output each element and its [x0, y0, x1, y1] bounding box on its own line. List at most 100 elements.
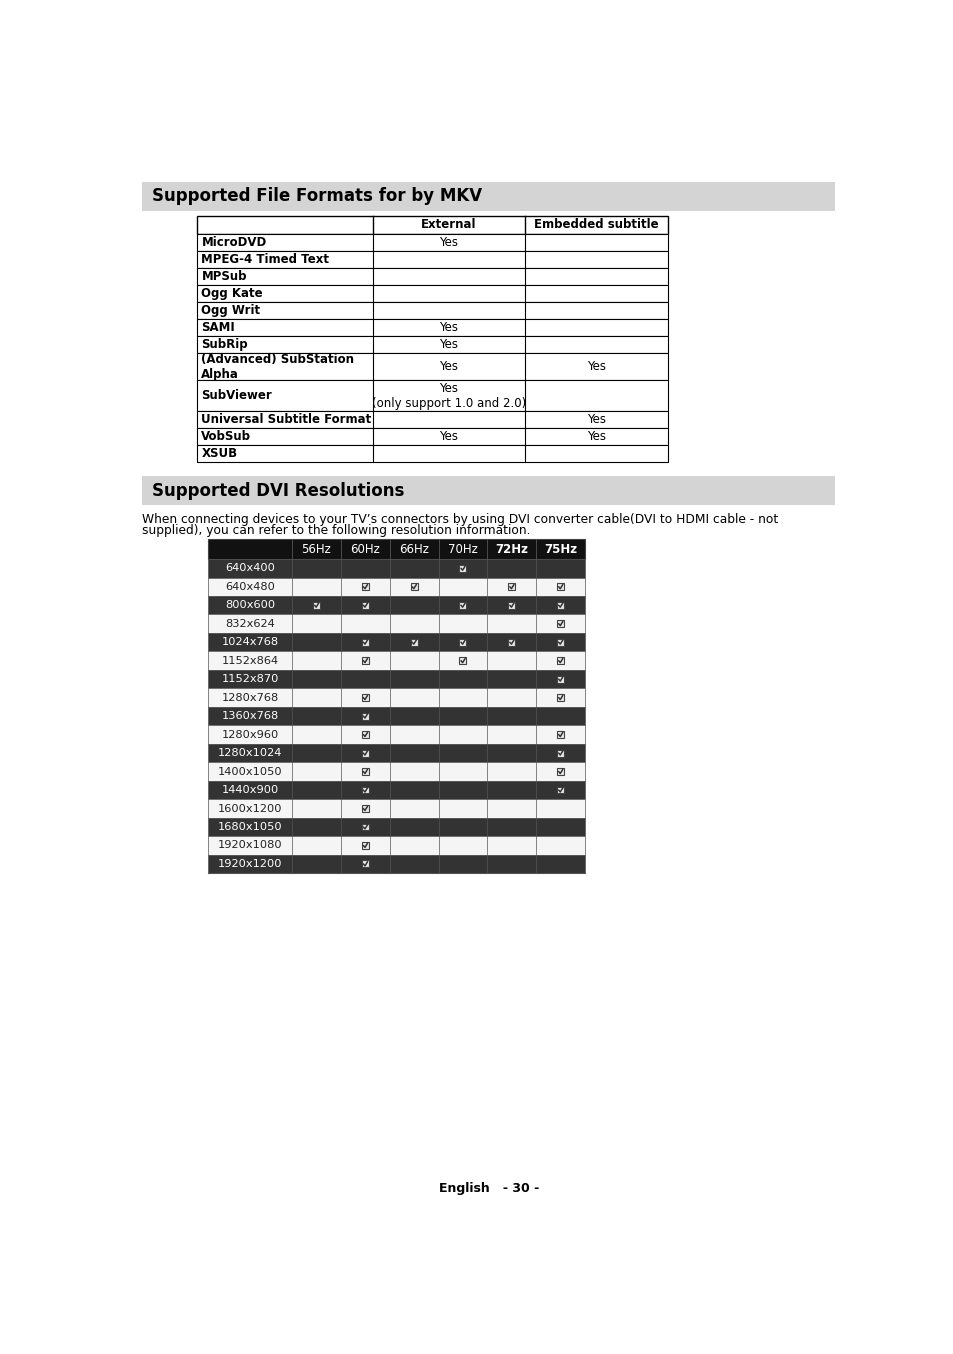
Bar: [142, 181, 835, 211]
Bar: [361, 806, 369, 812]
Bar: [557, 750, 563, 757]
Bar: [208, 539, 584, 559]
Bar: [208, 743, 584, 762]
Bar: [459, 565, 466, 571]
Bar: [142, 475, 835, 505]
Text: SubViewer: SubViewer: [201, 390, 272, 402]
Text: 1152x864: 1152x864: [221, 655, 278, 666]
Bar: [557, 768, 563, 774]
Text: Yes: Yes: [586, 431, 605, 443]
Text: Ogg Writ: Ogg Writ: [201, 303, 260, 317]
Text: 1400x1050: 1400x1050: [217, 766, 282, 777]
Bar: [361, 768, 369, 774]
Bar: [361, 750, 369, 757]
Bar: [208, 818, 584, 837]
Bar: [208, 559, 584, 578]
Bar: [361, 639, 369, 646]
Bar: [196, 302, 667, 318]
Text: 1920x1080: 1920x1080: [217, 841, 282, 850]
Bar: [196, 268, 667, 284]
Text: 1440x900: 1440x900: [221, 785, 278, 795]
Bar: [361, 712, 369, 719]
Text: MPSub: MPSub: [201, 269, 247, 283]
Bar: [557, 787, 563, 793]
Text: Yes: Yes: [439, 337, 458, 351]
Bar: [410, 584, 417, 590]
Bar: [361, 861, 369, 868]
Bar: [196, 445, 667, 462]
Text: MicroDVD: MicroDVD: [201, 236, 267, 249]
Text: XSUB: XSUB: [201, 447, 237, 460]
Text: Yes
(only support 1.0 and 2.0): Yes (only support 1.0 and 2.0): [372, 382, 526, 410]
Text: 75Hz: 75Hz: [543, 543, 577, 555]
Text: Universal Subtitle Format: Universal Subtitle Format: [201, 413, 372, 427]
Text: 1024x768: 1024x768: [221, 638, 278, 647]
Text: 800x600: 800x600: [225, 600, 275, 611]
Bar: [196, 234, 667, 250]
Bar: [557, 657, 563, 663]
Bar: [361, 787, 369, 793]
Bar: [196, 380, 667, 412]
Bar: [508, 584, 515, 590]
Bar: [361, 695, 369, 701]
Bar: [208, 707, 584, 726]
Bar: [557, 731, 563, 738]
Bar: [208, 799, 584, 818]
Bar: [361, 584, 369, 590]
Bar: [459, 657, 466, 663]
Bar: [208, 596, 584, 615]
Bar: [208, 632, 584, 651]
Text: 1360x768: 1360x768: [221, 711, 278, 722]
Text: 1152x870: 1152x870: [221, 674, 278, 684]
Bar: [208, 615, 584, 632]
Bar: [313, 601, 319, 609]
Bar: [196, 284, 667, 302]
Text: SubRip: SubRip: [201, 337, 248, 351]
Text: Embedded subtitle: Embedded subtitle: [534, 218, 658, 232]
Bar: [196, 215, 667, 234]
Text: 70Hz: 70Hz: [448, 543, 477, 555]
Text: Yes: Yes: [439, 236, 458, 249]
Text: Ogg Kate: Ogg Kate: [201, 287, 263, 299]
Text: Yes: Yes: [439, 360, 458, 374]
Bar: [208, 781, 584, 799]
Text: 60Hz: 60Hz: [350, 543, 380, 555]
Bar: [208, 837, 584, 854]
Text: Supported DVI Resolutions: Supported DVI Resolutions: [152, 482, 404, 500]
Text: Yes: Yes: [439, 431, 458, 443]
Text: (Advanced) SubStation
Alpha: (Advanced) SubStation Alpha: [201, 352, 354, 380]
Bar: [557, 676, 563, 682]
Bar: [557, 601, 563, 609]
Text: Yes: Yes: [586, 360, 605, 374]
Text: Yes: Yes: [439, 321, 458, 333]
Bar: [557, 584, 563, 590]
Bar: [508, 601, 515, 609]
Bar: [196, 428, 667, 445]
Text: 1680x1050: 1680x1050: [217, 822, 282, 831]
Bar: [208, 688, 584, 707]
Bar: [361, 823, 369, 830]
Text: External: External: [421, 218, 476, 232]
Bar: [361, 842, 369, 849]
Bar: [557, 639, 563, 646]
Bar: [208, 726, 584, 743]
Bar: [196, 250, 667, 268]
Text: 832x624: 832x624: [225, 619, 274, 628]
Text: 1280x960: 1280x960: [221, 730, 278, 739]
Bar: [361, 731, 369, 738]
Text: Yes: Yes: [586, 413, 605, 427]
Text: 1280x1024: 1280x1024: [218, 747, 282, 758]
Text: Supported File Formats for by MKV: Supported File Formats for by MKV: [152, 187, 481, 206]
Text: SAMI: SAMI: [201, 321, 234, 333]
Bar: [208, 854, 584, 873]
Text: 640x480: 640x480: [225, 582, 274, 592]
Bar: [361, 657, 369, 663]
Bar: [557, 620, 563, 627]
Bar: [361, 601, 369, 609]
Text: 1600x1200: 1600x1200: [217, 803, 282, 814]
Bar: [459, 601, 466, 609]
Text: 72Hz: 72Hz: [495, 543, 528, 555]
Text: 1280x768: 1280x768: [221, 693, 278, 703]
Text: English   - 30 -: English - 30 -: [438, 1182, 538, 1194]
Bar: [196, 412, 667, 428]
